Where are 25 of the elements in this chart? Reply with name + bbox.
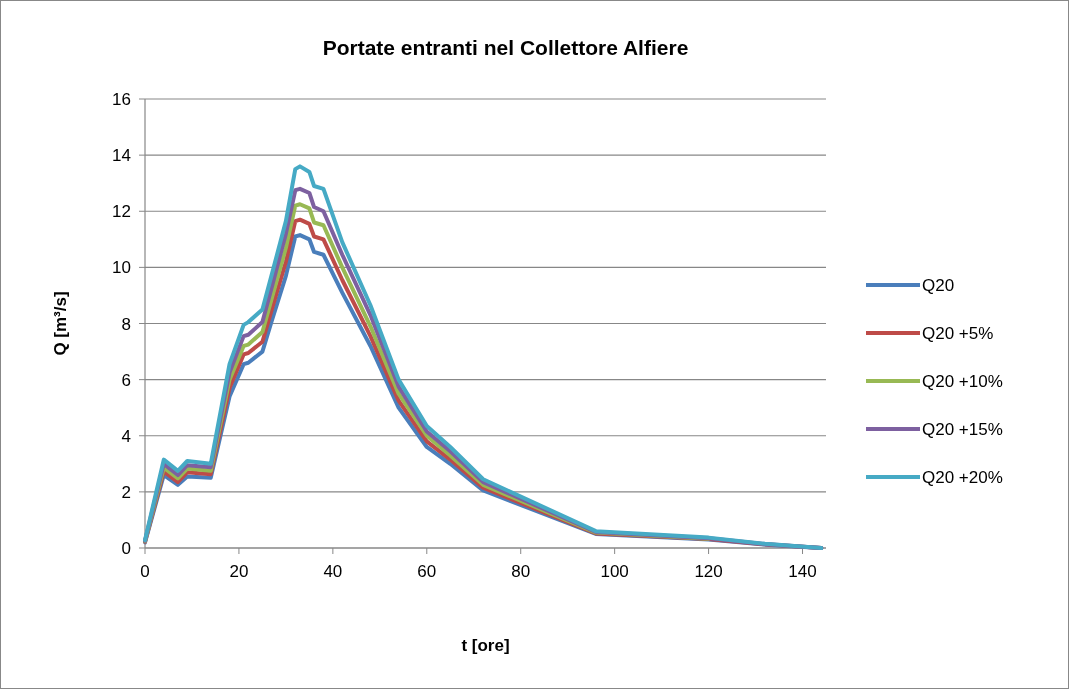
chart-title: Portate entranti nel Collettore Alfiere xyxy=(322,36,689,59)
y-tick-label: 12 xyxy=(112,202,131,222)
legend-label: Q20 xyxy=(922,276,955,295)
legend-label: Q20 +20% xyxy=(922,468,1003,487)
y-tick-label: 4 xyxy=(121,426,131,446)
x-tick-label: 100 xyxy=(600,562,629,581)
x-tick-label: 120 xyxy=(694,562,723,581)
y-axis-title: Q [m³/s] xyxy=(51,291,70,356)
x-axis-title: t [ore] xyxy=(461,636,510,655)
legend-label: Q20 +10% xyxy=(922,372,1003,391)
y-tick-label: 6 xyxy=(121,370,131,390)
x-tick-label: 0 xyxy=(140,562,150,581)
y-tick-label: 10 xyxy=(112,258,131,278)
x-tick-label: 20 xyxy=(229,562,249,581)
legend-label: Q20 +5% xyxy=(922,324,994,343)
y-tick-label: 0 xyxy=(121,539,131,558)
y-tick-label: 16 xyxy=(112,90,131,109)
x-tick-label: 140 xyxy=(788,562,817,581)
legend-label: Q20 +15% xyxy=(922,420,1003,439)
y-tick-label: 14 xyxy=(112,146,131,166)
x-tick-label: 40 xyxy=(323,562,343,581)
x-tick-label: 80 xyxy=(511,562,531,581)
x-tick-label: 60 xyxy=(417,562,437,581)
y-tick-label: 8 xyxy=(121,314,131,334)
y-tick-label: 2 xyxy=(121,482,131,502)
